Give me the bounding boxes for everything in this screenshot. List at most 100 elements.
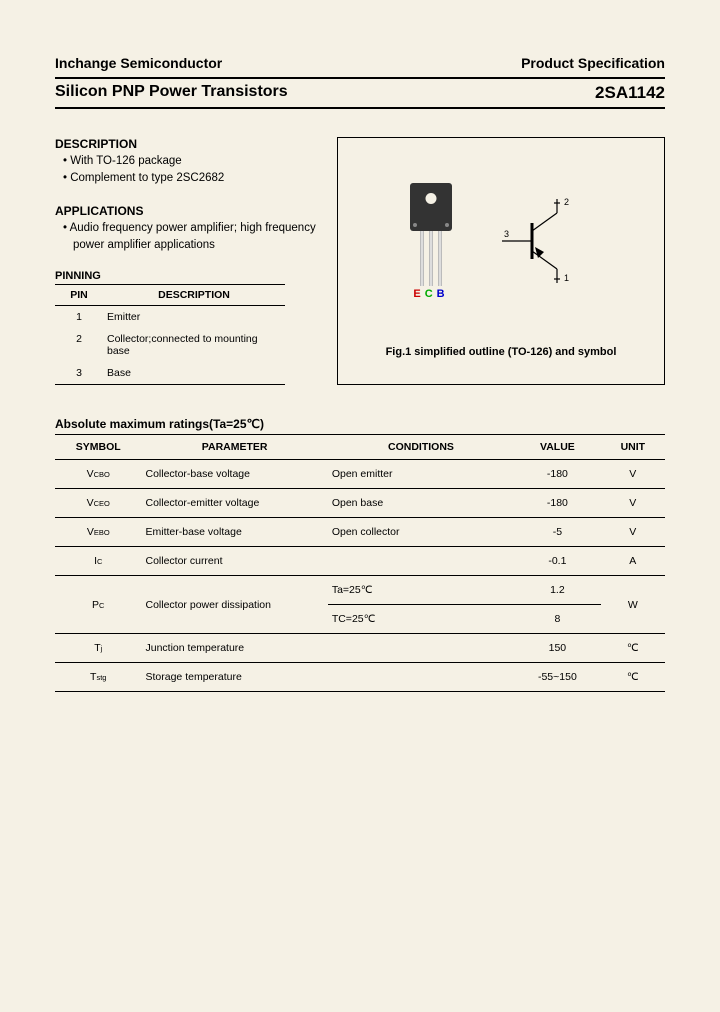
table-row: VCEO Collector-emitter voltage Open base… [55,489,665,518]
ratings-heading: Absolute maximum ratings(Ta=25℃) [55,417,665,431]
condition [328,634,514,663]
col-value: VALUE [514,435,601,460]
page: Inchange Semiconductor Product Specifica… [0,0,720,732]
ratings-table: SYMBOL PARAMETER CONDITIONS VALUE UNIT V… [55,434,665,692]
unit: W [601,576,665,634]
col-unit: UNIT [601,435,665,460]
value: -0.1 [514,547,601,576]
package-icon: ECB [410,183,452,300]
parameter: Storage temperature [142,663,328,692]
part-number: 2SA1142 [595,83,665,103]
pin3-label: 3 [504,229,509,239]
table-header-row: SYMBOL PARAMETER CONDITIONS VALUE UNIT [55,435,665,460]
table-row: PC Collector power dissipation Ta=25℃ 1.… [55,576,665,605]
table-row: 3 Base [55,362,285,385]
unit: V [601,460,665,489]
symbol: Tj [55,634,142,663]
unit: ℃ [601,634,665,663]
table-row: IC Collector current -0.1 A [55,547,665,576]
condition: TC=25℃ [328,605,514,634]
condition [328,547,514,576]
pin-desc: Emitter [103,306,285,329]
value: -55~150 [514,663,601,692]
symbol: VEBO [55,518,142,547]
unit: V [601,489,665,518]
package-leads [420,231,442,286]
value: 8 [514,605,601,634]
applications-heading: APPLICATIONS [55,204,325,218]
pin-num: 1 [55,306,103,329]
pin-b: B [437,288,449,300]
condition: Open emitter [328,460,514,489]
pin-desc: Collector;connected to mounting base [103,328,285,362]
applications-item: Audio frequency power amplifier; high fr… [63,220,325,255]
table-row: 2 Collector;connected to mounting base [55,328,285,362]
pin-c: C [425,288,437,300]
doc-header: Inchange Semiconductor Product Specifica… [55,55,665,71]
parameter: Emitter-base voltage [142,518,328,547]
description-heading: DESCRIPTION [55,137,325,151]
pin-num: 3 [55,362,103,385]
pin2-label: 2 [564,197,569,207]
symbol: IC [55,547,142,576]
top-section: DESCRIPTION With TO-126 package Compleme… [55,137,665,385]
condition: Open collector [328,518,514,547]
package-hole [426,193,437,204]
symbol: VCBO [55,460,142,489]
col-symbol: SYMBOL [55,435,142,460]
parameter: Junction temperature [142,634,328,663]
col-description: DESCRIPTION [103,285,285,306]
table-row: VCBO Collector-base voltage Open emitter… [55,460,665,489]
condition [328,663,514,692]
parameter: Collector-base voltage [142,460,328,489]
unit: ℃ [601,663,665,692]
left-column: DESCRIPTION With TO-126 package Compleme… [55,137,325,385]
col-pin: PIN [55,285,103,306]
table-row: Tstg Storage temperature -55~150 ℃ [55,663,665,692]
description-list: With TO-126 package Complement to type 2… [55,153,325,188]
col-conditions: CONDITIONS [328,435,514,460]
symbol: PC [55,576,142,634]
symbol: Tstg [55,663,142,692]
value: 150 [514,634,601,663]
table-row: VEBO Emitter-base voltage Open collector… [55,518,665,547]
value: -180 [514,489,601,518]
condition: Ta=25℃ [328,576,514,605]
lead-icon [438,231,442,286]
doc-title: Silicon PNP Power Transistors [55,83,288,103]
figure-content: ECB 3 2 1 [350,156,652,326]
parameter: Collector current [142,547,328,576]
doc-type: Product Specification [521,55,665,71]
table-header-row: PIN DESCRIPTION [55,285,285,306]
pinning-heading: PINNING [55,270,325,282]
description-item: With TO-126 package [63,153,325,170]
lead-icon [429,231,433,286]
description-item: Complement to type 2SC2682 [63,170,325,187]
ecb-label: ECB [413,288,448,300]
rule-line [55,77,665,79]
applications-list: Audio frequency power amplifier; high fr… [55,220,325,255]
value: -5 [514,518,601,547]
symbol: VCEO [55,489,142,518]
table-row: Tj Junction temperature 150 ℃ [55,634,665,663]
value: -180 [514,460,601,489]
value: 1.2 [514,576,601,605]
unit: V [601,518,665,547]
title-row: Silicon PNP Power Transistors 2SA1142 [55,83,665,103]
table-row: 1 Emitter [55,306,285,329]
package-mark [413,223,417,227]
transistor-symbol-icon: 3 2 1 [502,191,592,291]
pinning-table: PIN DESCRIPTION 1 Emitter 2 Collector;co… [55,284,285,385]
col-parameter: PARAMETER [142,435,328,460]
lead-icon [420,231,424,286]
parameter: Collector power dissipation [142,576,328,634]
figure-caption: Fig.1 simplified outline (TO-126) and sy… [350,346,652,358]
condition: Open base [328,489,514,518]
company-name: Inchange Semiconductor [55,55,222,71]
unit: A [601,547,665,576]
pin-e: E [413,288,424,300]
pin-num: 2 [55,328,103,362]
pin-desc: Base [103,362,285,385]
parameter: Collector-emitter voltage [142,489,328,518]
figure-box: ECB 3 2 1 Fig.1 simp [337,137,665,385]
